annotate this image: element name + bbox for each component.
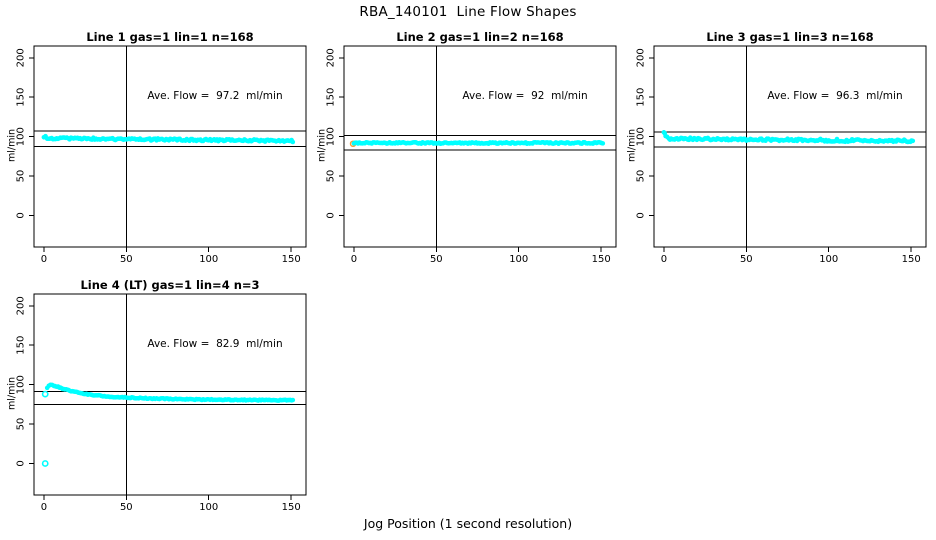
y-tick-label: 200: [636, 48, 647, 67]
x-tick-label: 50: [120, 254, 133, 265]
plot-box: [653, 45, 927, 248]
x-tick-label: 150: [592, 254, 611, 265]
ave-flow-annotation-line-3: Ave. Flow = 96.3 ml/min: [767, 90, 903, 102]
y-axis-label: ml/min: [316, 129, 328, 163]
y-axis-label: ml/min: [626, 129, 638, 163]
plot-line-4: 0 50 100 150 200 0 50 100 150: [16, 293, 307, 513]
ave-flow-annotation-line-4: Ave. Flow = 82.9 ml/min: [147, 338, 283, 350]
panel-line-2: 0 50 100 150 200 0 50 100 150 Line 2 gas=1 lin=2…: [314, 22, 622, 270]
open-flow-point: [41, 390, 49, 398]
y-tick-label: 100: [16, 375, 27, 394]
x-tick-label: 100: [819, 254, 838, 265]
y-tick-label: 100: [326, 127, 337, 146]
y-tick-label: 100: [16, 127, 27, 146]
plot-box: [33, 293, 307, 496]
x-tick-label: 50: [430, 254, 443, 265]
x-tick-label: 50: [120, 502, 133, 513]
y-tick-label: 100: [636, 127, 647, 146]
panel-line-1: 0 50 100 150 200 0 50 100 150 Line 1 gas=1 lin=1…: [4, 22, 312, 270]
x-tick-label: 150: [902, 254, 921, 265]
plot-line-3: 0 50 100 150 200 0 50 100 150: [636, 45, 927, 265]
y-tick-label: 50: [636, 170, 647, 183]
x-axis-label: Jog Position (1 second resolution): [363, 516, 573, 531]
x-tick-label: 150: [282, 254, 301, 265]
ave-flow-annotation-line-1: Ave. Flow = 97.2 ml/min: [147, 90, 283, 102]
x-tick-label: 150: [282, 502, 301, 513]
flow-data-points: [41, 133, 296, 145]
y-tick-label: 50: [326, 170, 337, 183]
x-tick-label: 50: [740, 254, 753, 265]
y-tick-label: 0: [636, 212, 647, 218]
figure-title: RBA_140101 Line Flow Shapes: [359, 4, 577, 20]
y-axis-label: ml/min: [6, 377, 18, 411]
y-tick-label: 0: [16, 212, 27, 218]
flow-data-points: [661, 130, 916, 145]
flow-data-points: [44, 382, 296, 403]
panel-title-line-1: Line 1 gas=1 lin=1 n=168: [86, 30, 254, 44]
open-flow-point: [41, 460, 49, 467]
plot-box: [343, 45, 617, 248]
y-tick-label: 0: [326, 212, 337, 218]
flow-data-points: [351, 139, 606, 147]
panel-line-4: 0 50 100 150 200 0 50 100 150 Line 4 (LT) gas=1 …: [4, 270, 312, 518]
x-tick-label: 100: [509, 254, 528, 265]
x-tick-label: 100: [199, 254, 218, 265]
x-tick-label: 0: [41, 254, 47, 265]
y-axis-label: ml/min: [6, 129, 18, 163]
x-tick-label: 0: [351, 254, 357, 265]
y-tick-label: 150: [16, 88, 27, 107]
plot-line-2: 0 50 100 150 200 0 50 100 150: [326, 45, 617, 265]
panel-title-line-4: Line 4 (LT) gas=1 lin=4 n=3: [80, 278, 260, 292]
y-tick-label: 50: [16, 418, 27, 431]
y-tick-label: 200: [16, 296, 27, 315]
panel-title-line-3: Line 3 gas=1 lin=3 n=168: [706, 30, 874, 44]
x-tick-label: 100: [199, 502, 218, 513]
y-tick-label: 200: [16, 48, 27, 67]
ave-flow-annotation-line-2: Ave. Flow = 92 ml/min: [462, 90, 588, 102]
y-tick-label: 50: [16, 170, 27, 183]
y-tick-label: 150: [326, 88, 337, 107]
panel-line-3: 0 50 100 150 200 0 50 100 150 Line 3 gas=1 lin=3…: [624, 22, 932, 270]
y-tick-label: 200: [326, 48, 337, 67]
y-tick-label: 0: [16, 460, 27, 466]
plot-line-1: 0 50 100 150 200 0 50 100 150: [16, 45, 307, 265]
y-tick-label: 150: [16, 336, 27, 355]
panel-title-line-2: Line 2 gas=1 lin=2 n=168: [396, 30, 564, 44]
y-tick-label: 150: [636, 88, 647, 107]
x-tick-label: 0: [661, 254, 667, 265]
x-tick-label: 0: [41, 502, 47, 513]
